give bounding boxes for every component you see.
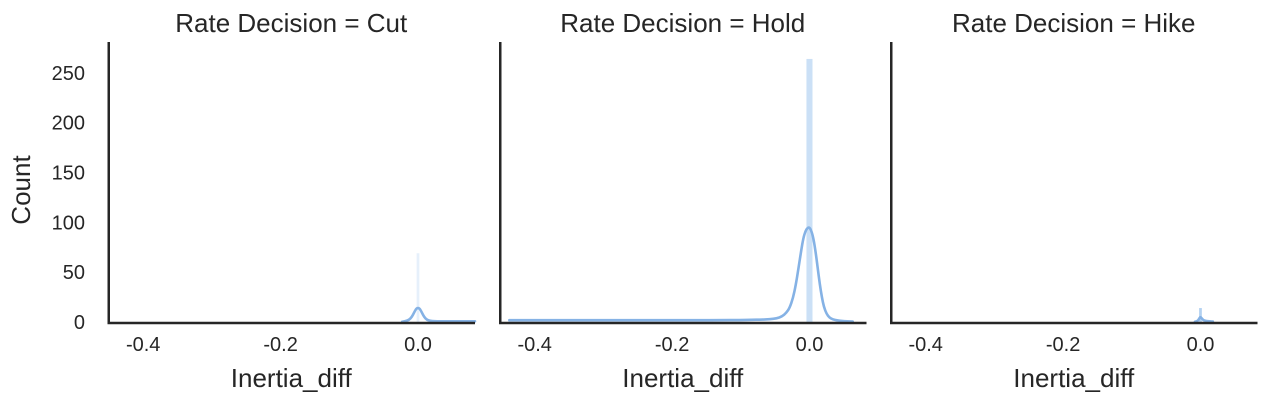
x-tick-label: -0.4	[126, 334, 160, 356]
y-tick-label: 200	[52, 113, 85, 135]
x-tick-label: 0.0	[1187, 334, 1215, 356]
y-tick-label: 100	[52, 212, 85, 234]
histogram-bar	[416, 253, 420, 323]
y-tick-label: 250	[52, 63, 85, 85]
x-axis-label: Inertia_diff	[622, 363, 744, 393]
kde-curve	[1193, 315, 1215, 324]
x-tick-label: 0.0	[796, 334, 824, 356]
x-tick-label: 0.0	[404, 334, 432, 356]
facet-title: Rate Decision = Cut	[175, 8, 408, 38]
kde-curve	[508, 226, 855, 323]
histogram-bar	[1199, 308, 1202, 323]
x-tick-label: -0.4	[908, 334, 942, 356]
x-axis-label: Inertia_diff	[1013, 363, 1135, 393]
x-tick-label: -0.2	[655, 334, 689, 356]
x-tick-label: -0.2	[1046, 334, 1080, 356]
y-axis-label: Count	[6, 155, 36, 225]
x-tick-label: -0.2	[263, 334, 297, 356]
x-tick-label: -0.4	[517, 334, 551, 356]
y-tick-label: 150	[52, 163, 85, 185]
facet-title: Rate Decision = Hike	[952, 8, 1196, 38]
y-tick-label: 50	[63, 262, 85, 284]
kde-curve	[400, 306, 477, 324]
histogram-bar	[806, 58, 813, 323]
y-tick-label: 0	[74, 312, 85, 334]
facet-title: Rate Decision = Hold	[560, 8, 805, 38]
x-axis-label: Inertia_diff	[231, 363, 353, 393]
